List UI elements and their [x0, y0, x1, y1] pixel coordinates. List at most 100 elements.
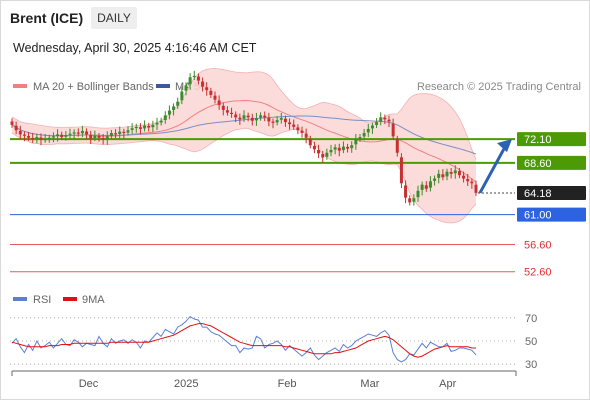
candle-body	[172, 106, 176, 110]
candle-body	[317, 149, 321, 154]
candle-body	[325, 152, 329, 157]
candle-body	[387, 119, 391, 122]
candle-body	[462, 175, 466, 179]
candle-body	[408, 198, 412, 203]
x-tick-label: Feb	[278, 378, 297, 390]
candle-body	[151, 124, 155, 128]
candle-body	[259, 115, 263, 118]
level-label-52-60: 52.60	[524, 267, 552, 279]
candle-body	[412, 198, 416, 202]
candle-body	[109, 133, 113, 136]
candle-body	[437, 173, 441, 178]
level-label-56-60: 56.60	[524, 240, 552, 252]
forecast-arrow-shaft	[478, 144, 508, 194]
timestamp: Wednesday, April 30, 2025 4:16:46 AM CET	[13, 41, 257, 55]
candle-body	[242, 115, 246, 119]
bollinger-lower-line	[11, 127, 477, 224]
candle-body	[362, 133, 366, 137]
candle-body	[176, 101, 180, 106]
candle-body	[366, 128, 370, 133]
rsi-ma-line	[11, 323, 476, 358]
candle-body	[51, 136, 55, 138]
candle-body	[209, 90, 213, 95]
candle-body	[101, 138, 105, 140]
level-label-72-10: 72.10	[524, 134, 552, 146]
candle-body	[126, 130, 130, 133]
level-tag-68-60	[517, 155, 586, 170]
candle-body	[217, 100, 221, 106]
candle-body	[64, 135, 68, 137]
candle-body	[72, 132, 76, 134]
candle-body	[341, 146, 345, 151]
level-tag-64-18	[517, 185, 586, 200]
candle-body	[27, 136, 31, 138]
candle-body	[134, 126, 138, 129]
candle-body	[333, 147, 337, 150]
timeframe-badge[interactable]: DAILY	[91, 7, 137, 29]
candle-body	[250, 117, 254, 121]
candle-body	[68, 133, 72, 135]
candle-body	[114, 133, 118, 135]
candle-body	[453, 170, 457, 174]
candle-body	[321, 154, 325, 158]
candle-body	[346, 146, 350, 149]
rsi-ma-legend-swatch	[63, 297, 77, 301]
x-tick-label: Apr	[439, 378, 456, 390]
candle-body	[35, 137, 39, 139]
candle-body	[263, 115, 267, 118]
ma20-legend-label: MA 20 + Bollinger Bands	[33, 81, 154, 93]
candle-body	[308, 138, 312, 146]
candle-body	[296, 127, 300, 131]
candle-body	[424, 185, 428, 189]
candle-body	[184, 85, 188, 91]
candle-body	[80, 130, 84, 134]
rsi-legend-swatch	[13, 297, 27, 301]
candle-body	[105, 136, 109, 140]
candle-body	[304, 133, 308, 138]
candle-body	[167, 110, 171, 115]
candle-body	[375, 122, 379, 126]
candle-body	[225, 110, 229, 113]
candle-body	[155, 122, 159, 125]
candle-body	[188, 77, 192, 85]
candle-body	[350, 145, 354, 149]
level-tag-72-10	[517, 132, 586, 147]
candle-body	[271, 121, 275, 123]
candle-body	[329, 150, 333, 153]
level-tag-61-00	[517, 207, 586, 222]
candle-body	[267, 117, 271, 122]
candle-body	[85, 131, 89, 135]
candle-body	[201, 81, 205, 87]
candle-body	[428, 181, 432, 188]
instrument-title: Brent (ICE)	[10, 10, 84, 26]
bollinger-upper-line	[11, 68, 477, 160]
candle-body	[283, 118, 287, 123]
candle-body	[254, 118, 258, 121]
candle-body	[196, 76, 200, 81]
candle-body	[10, 121, 14, 125]
candle-body	[416, 190, 420, 198]
candle-body	[89, 134, 93, 139]
candle-body	[163, 115, 167, 120]
candle-body	[292, 124, 296, 127]
rsi-tick-label: 30	[525, 359, 537, 371]
candle-body	[31, 137, 35, 140]
ma50-legend-swatch	[156, 84, 170, 88]
candle-body	[379, 117, 383, 122]
candle-body	[76, 132, 80, 134]
candle-body	[391, 123, 395, 137]
candle-body	[275, 120, 279, 123]
candle-body	[370, 125, 374, 129]
candle-body	[205, 87, 209, 91]
candle-body	[192, 75, 196, 78]
candle-body	[383, 117, 387, 120]
candle-body	[449, 172, 453, 174]
candle-body	[358, 137, 362, 139]
forecast-arrow-head	[497, 139, 512, 153]
bollinger-band	[12, 68, 476, 223]
candle-body	[433, 178, 437, 181]
candle-body	[238, 117, 242, 120]
candle-body	[466, 178, 470, 182]
candle-body	[445, 171, 449, 177]
